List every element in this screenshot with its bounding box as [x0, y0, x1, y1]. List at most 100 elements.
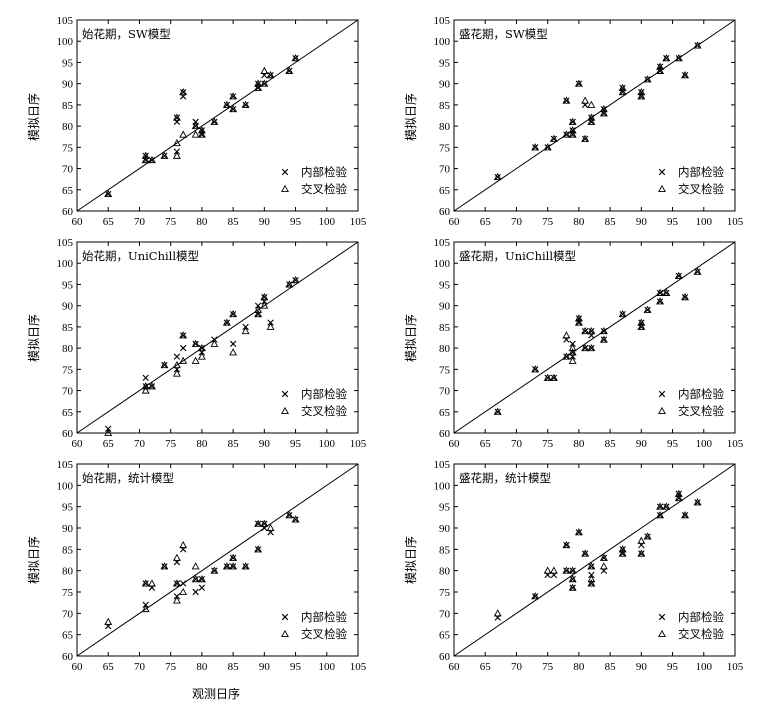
point-internal	[179, 88, 187, 96]
point-cross	[160, 562, 169, 570]
point-internal	[644, 76, 651, 83]
x-tick-label: 80	[573, 661, 585, 673]
x-tick-label: 75	[165, 661, 177, 673]
point-cross	[197, 130, 206, 138]
point-internal	[223, 563, 231, 570]
point-internal	[229, 93, 237, 100]
point-internal	[192, 340, 199, 348]
point-internal	[292, 55, 299, 62]
point-internal	[254, 80, 262, 87]
point-cross	[643, 75, 652, 83]
point-internal	[638, 88, 645, 96]
x-tick-label: 85	[605, 661, 617, 673]
x-tick-label: 95	[667, 216, 679, 228]
y-tick-label: 100	[57, 480, 74, 492]
point-cross	[587, 113, 596, 121]
y-tick-label: 95	[62, 279, 74, 291]
x-tick-label: 70	[134, 661, 146, 673]
point-cross	[291, 515, 300, 523]
point-cross	[141, 382, 150, 390]
point-cross	[222, 318, 231, 326]
y-tick-label: 65	[439, 185, 451, 197]
legend-label-cross: 交叉检验	[301, 627, 347, 641]
point-cross	[260, 301, 269, 309]
point-cross	[291, 276, 300, 284]
legend-marker-internal	[281, 390, 289, 398]
point-internal	[267, 71, 274, 79]
x-tick-label: 95	[290, 438, 302, 450]
x-tick-label: 80	[196, 216, 208, 228]
point-cross	[229, 562, 238, 570]
point-cross	[618, 88, 627, 96]
y-axis-label-right-bottom: 模拟日序	[403, 536, 418, 584]
point-cross	[197, 575, 206, 583]
point-cross	[141, 155, 150, 164]
point-cross	[562, 331, 571, 339]
y-tick-label: 70	[439, 608, 451, 620]
y-tick-label: 80	[62, 121, 74, 133]
y-tick-label: 100	[57, 258, 74, 270]
point-internal	[575, 80, 583, 87]
x-tick-label: 75	[542, 438, 554, 450]
point-internal	[173, 148, 181, 155]
y-tick-label: 70	[62, 164, 74, 176]
point-internal	[242, 101, 249, 109]
y-tick-label: 105	[57, 15, 74, 27]
point-cross	[285, 66, 294, 74]
point-internal	[211, 336, 218, 343]
panel-title: 始花期，SW模型	[82, 27, 171, 41]
x-tick-label: 80	[573, 438, 585, 450]
legend-label-cross: 交叉检验	[678, 404, 724, 418]
point-cross	[141, 579, 150, 587]
legend-label-internal: 内部检验	[301, 610, 347, 624]
panel-title: 盛花期，统计模型	[459, 471, 551, 485]
point-cross	[179, 356, 188, 364]
legend-marker-cross	[281, 184, 289, 193]
y-tick-label: 90	[439, 301, 451, 313]
point-cross	[693, 267, 702, 275]
point-cross	[531, 143, 540, 151]
x-tick-label: 95	[290, 661, 302, 673]
point-cross	[172, 113, 181, 121]
point-cross	[141, 604, 150, 613]
x-tick-label: 60	[72, 216, 84, 228]
x-tick-label: 105	[350, 438, 367, 450]
x-tick-label: 80	[573, 216, 585, 228]
plot-frame	[453, 241, 736, 434]
point-cross	[191, 130, 200, 138]
legend-label-cross: 交叉检验	[301, 404, 347, 418]
point-internal	[494, 173, 501, 181]
point-cross	[191, 356, 200, 364]
point-internal	[563, 97, 570, 104]
y-tick-label: 95	[62, 57, 74, 69]
x-tick-label: 70	[511, 216, 523, 228]
point-internal	[148, 156, 156, 164]
point-internal	[531, 144, 539, 151]
plot-frame	[76, 241, 359, 434]
point-cross	[574, 528, 583, 536]
point-internal	[675, 490, 682, 498]
point-internal	[588, 571, 595, 579]
point-cross	[656, 297, 665, 305]
point-internal	[694, 42, 701, 49]
point-cross	[568, 566, 577, 574]
point-internal	[644, 533, 651, 540]
legend-label-cross: 交叉检验	[678, 182, 724, 196]
point-internal	[563, 567, 570, 574]
point-cross	[568, 575, 577, 583]
point-cross	[562, 96, 571, 104]
legend-marker-internal	[281, 613, 289, 621]
point-internal	[254, 520, 262, 527]
y-tick-label: 70	[62, 386, 74, 398]
point-internal	[569, 567, 576, 574]
point-internal	[229, 310, 237, 318]
point-internal	[192, 588, 199, 596]
point-cross	[587, 575, 596, 583]
point-internal	[161, 361, 168, 369]
point-cross	[581, 134, 590, 142]
y-tick-label: 90	[439, 79, 451, 91]
legend-marker-cross	[658, 406, 666, 415]
y-tick-label: 80	[439, 121, 451, 133]
x-tick-label: 105	[727, 438, 744, 450]
x-tick-label: 100	[319, 661, 336, 673]
